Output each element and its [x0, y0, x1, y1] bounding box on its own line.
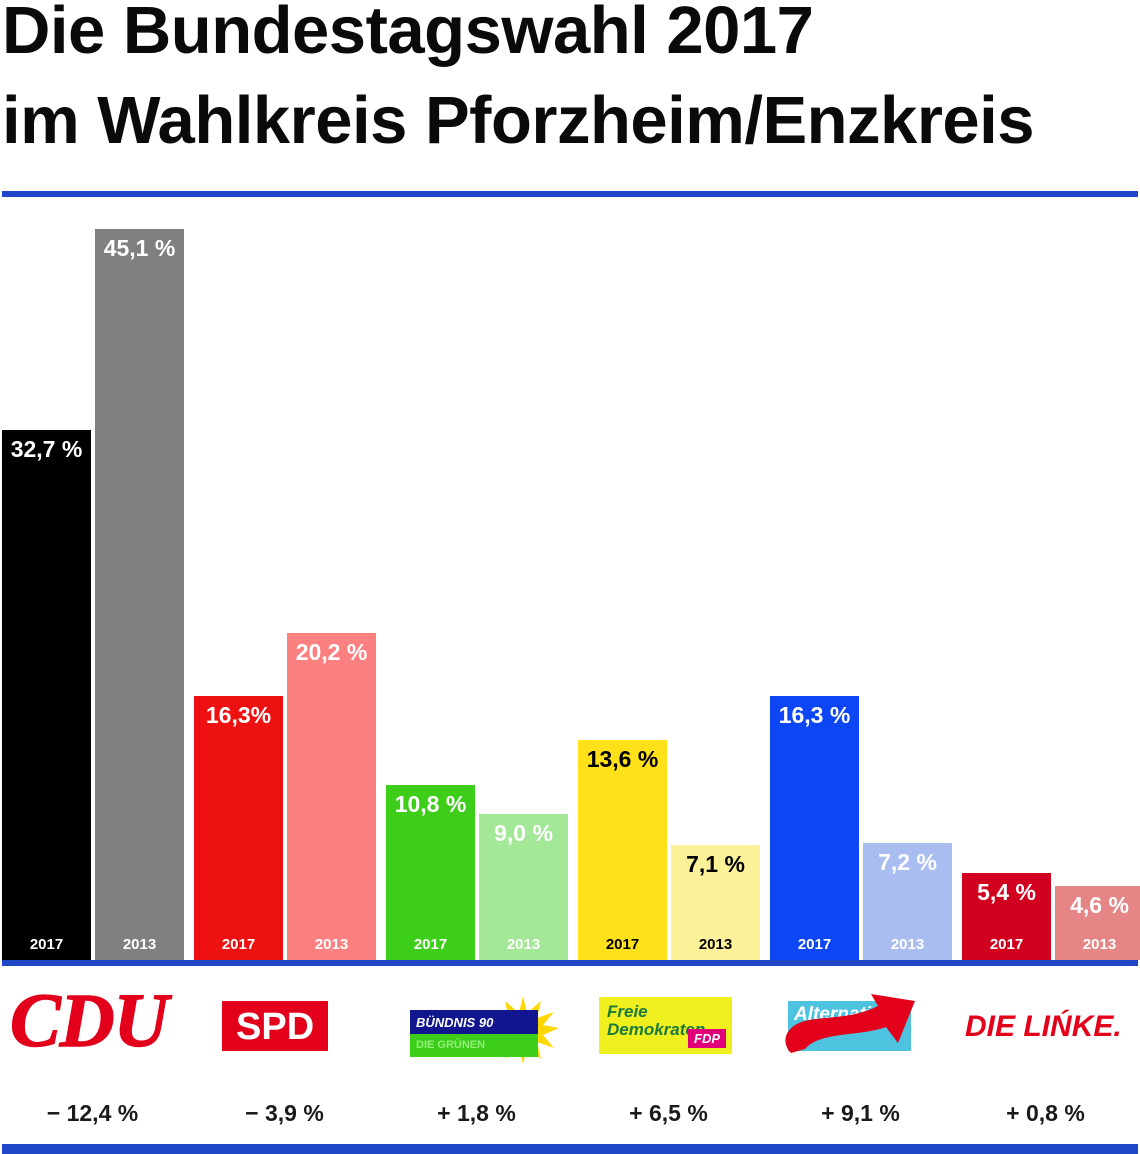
- svg-text:DIE GRÜNEN: DIE GRÜNEN: [416, 1038, 485, 1051]
- svg-text:BÜNDNIS 90: BÜNDNIS 90: [416, 1015, 494, 1030]
